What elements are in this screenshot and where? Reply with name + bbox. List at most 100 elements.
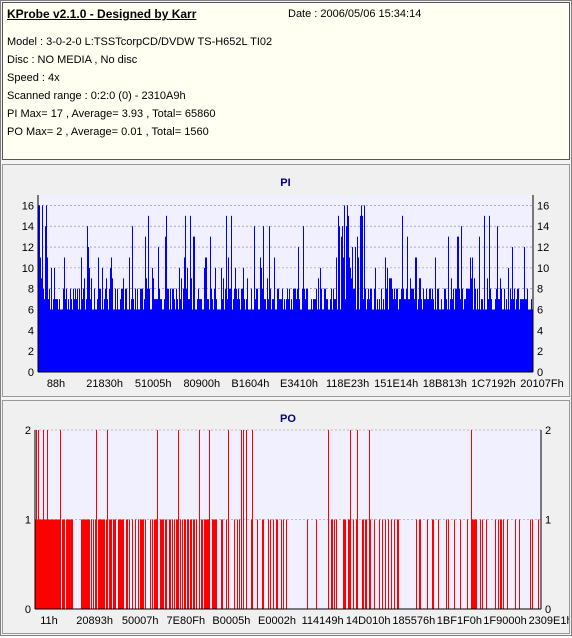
bar	[398, 519, 399, 609]
bar	[326, 299, 327, 372]
bar	[298, 247, 299, 372]
bar	[466, 288, 467, 372]
bar	[157, 430, 158, 609]
bar	[114, 309, 115, 372]
bar	[315, 299, 316, 372]
bar	[106, 278, 107, 372]
bar	[369, 299, 370, 372]
bar	[85, 309, 86, 372]
bar	[473, 309, 474, 372]
bar	[56, 299, 57, 372]
bar	[491, 299, 492, 372]
bar	[99, 288, 100, 372]
bar	[59, 519, 60, 609]
bar	[135, 288, 136, 372]
bar	[415, 257, 416, 372]
bar	[460, 519, 461, 609]
bar	[193, 236, 194, 372]
bar	[47, 430, 48, 609]
bar	[228, 257, 229, 372]
bar	[64, 257, 65, 372]
bar	[487, 278, 488, 372]
bar	[360, 215, 361, 372]
bar	[229, 288, 230, 372]
bar	[81, 257, 82, 372]
bar	[139, 309, 140, 372]
series-bars	[35, 430, 539, 609]
bar	[416, 519, 417, 609]
bar	[419, 278, 420, 372]
bar	[475, 519, 476, 609]
bar	[301, 309, 302, 372]
bar	[49, 519, 50, 609]
bar	[162, 309, 163, 372]
bar	[480, 309, 481, 372]
y-tick-label-right: 12	[537, 242, 549, 254]
bar	[132, 519, 133, 609]
bar	[111, 257, 112, 372]
bar	[59, 299, 60, 372]
bar	[503, 519, 504, 609]
bar	[222, 519, 223, 609]
bar	[372, 309, 373, 372]
bar	[261, 267, 262, 372]
bar	[527, 288, 528, 372]
bar	[423, 288, 424, 372]
bar	[276, 519, 277, 609]
bar	[138, 309, 139, 372]
y-tick-label-left: 1	[25, 515, 31, 527]
bar	[363, 299, 364, 372]
bar	[69, 519, 70, 609]
bar	[125, 288, 126, 372]
bar	[44, 519, 45, 609]
y-tick-label-right: 6	[537, 305, 543, 317]
bar	[365, 519, 366, 609]
bar	[174, 519, 175, 609]
bar	[234, 519, 235, 609]
bar	[483, 309, 484, 372]
bar	[138, 519, 139, 609]
bar	[511, 299, 512, 372]
bar	[226, 215, 227, 372]
bar	[123, 519, 124, 609]
bar	[296, 299, 297, 372]
bar	[344, 205, 345, 372]
x-tick-label: 1F9000h	[483, 615, 526, 627]
bar	[119, 309, 120, 372]
bar	[342, 226, 343, 372]
x-tick-label: 11h	[40, 615, 58, 627]
bar	[334, 299, 335, 372]
bar	[235, 267, 236, 372]
bar	[128, 309, 129, 372]
bar	[281, 299, 282, 372]
bar	[427, 299, 428, 372]
bar	[323, 309, 324, 372]
bar	[263, 519, 264, 609]
bar	[185, 215, 186, 372]
bar	[60, 309, 61, 372]
bar	[409, 299, 410, 372]
bar	[102, 519, 103, 609]
x-tick-label: 118E23h	[326, 378, 369, 390]
bar	[362, 519, 363, 609]
bar	[142, 288, 143, 372]
bar	[330, 299, 331, 372]
bar	[367, 299, 368, 372]
bar	[371, 288, 372, 372]
bar	[217, 309, 218, 372]
bar	[99, 519, 100, 609]
bar	[213, 309, 214, 372]
bar	[205, 519, 206, 609]
bar	[395, 299, 396, 372]
bar	[526, 299, 527, 372]
bar	[350, 430, 351, 609]
x-tick-label: 51005h	[135, 378, 172, 390]
bar	[363, 519, 364, 609]
bar	[159, 288, 160, 372]
bar	[195, 309, 196, 372]
bar	[154, 299, 155, 372]
bar	[428, 299, 429, 372]
bar	[455, 288, 456, 372]
bar	[311, 299, 312, 372]
